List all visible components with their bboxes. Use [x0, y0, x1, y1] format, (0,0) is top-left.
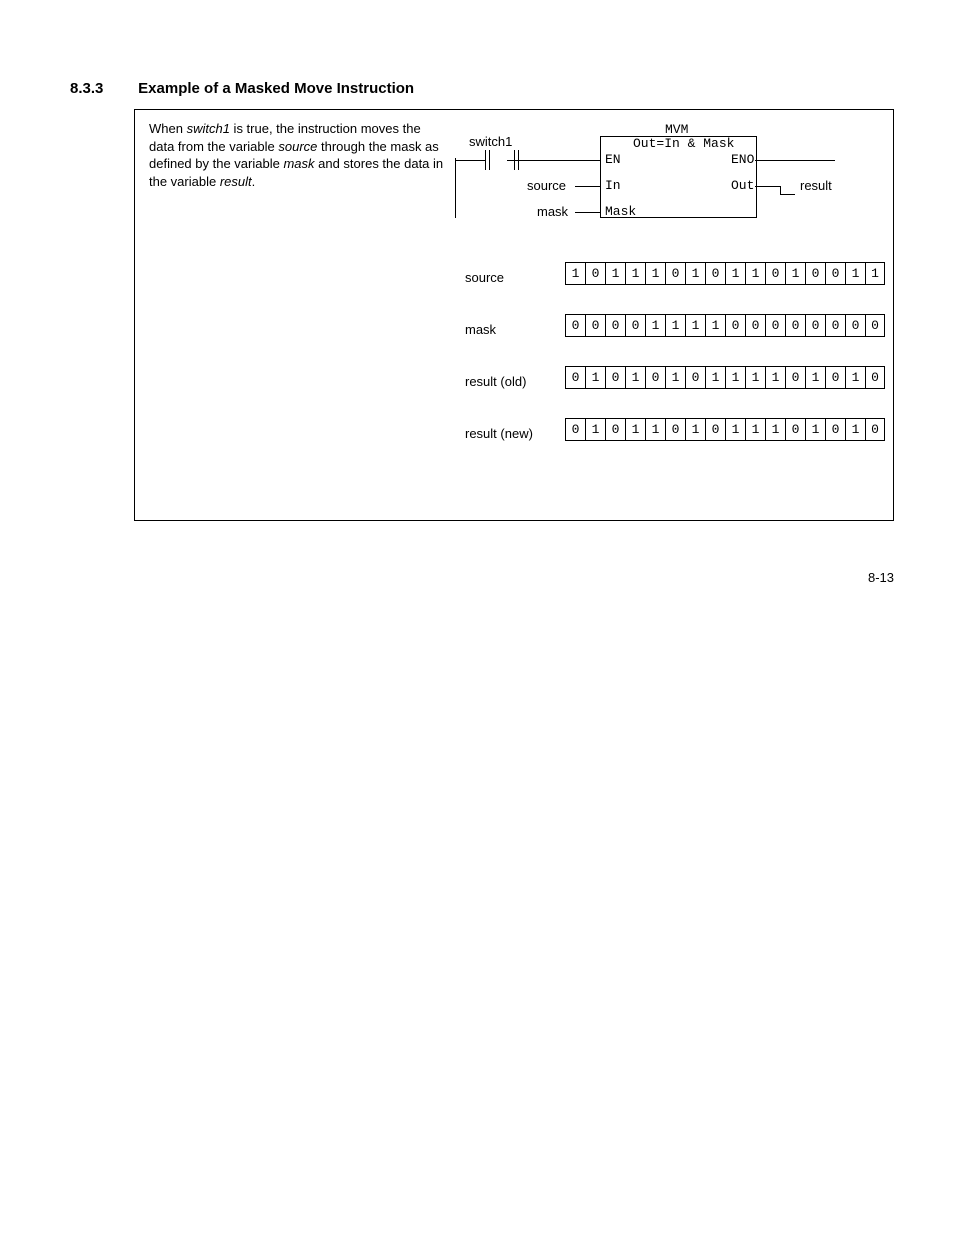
- wire-en: [507, 160, 600, 161]
- bit-cell: 1: [625, 418, 645, 441]
- bit-cell: 1: [645, 418, 665, 441]
- bit-cell: 1: [845, 418, 865, 441]
- bit-cell: 1: [745, 366, 765, 389]
- port-mask: Mask: [605, 204, 636, 219]
- section-title: Example of a Masked Move Instruction: [138, 80, 414, 97]
- bit-cell: 1: [745, 262, 765, 285]
- bit-cell: 0: [645, 366, 665, 389]
- wire-eno: [755, 160, 835, 161]
- bit-cell: 0: [665, 418, 685, 441]
- port-en: EN: [605, 152, 621, 167]
- bits-result-old: 0101010111101010: [565, 366, 885, 389]
- wire-out-h: [780, 194, 795, 195]
- bit-cell: 0: [565, 366, 585, 389]
- bit-cell: 0: [825, 418, 845, 441]
- bit-cell: 1: [645, 262, 665, 285]
- bit-cell: 1: [605, 262, 625, 285]
- bits-mask: 0000111100000000: [565, 314, 885, 337]
- bit-cell: 0: [785, 366, 805, 389]
- bits-result-new: 0101101011101010: [565, 418, 885, 441]
- bit-cell: 1: [565, 262, 585, 285]
- bit-cell: 0: [825, 366, 845, 389]
- wire-in: [575, 186, 600, 187]
- bit-cell: 1: [665, 314, 685, 337]
- wire-mask: [575, 212, 600, 213]
- bit-cell: 1: [705, 366, 725, 389]
- bit-cell: 0: [865, 366, 885, 389]
- bit-cell: 1: [685, 418, 705, 441]
- mvm-eq: Out=In & Mask: [633, 136, 734, 151]
- row-label-result-old: result (old): [465, 374, 526, 389]
- bit-cell: 0: [725, 314, 745, 337]
- bit-cell: 0: [665, 262, 685, 285]
- mask-label: mask: [537, 204, 568, 219]
- bit-cell: 1: [665, 366, 685, 389]
- bit-cell: 0: [745, 314, 765, 337]
- mvm-title: MVM: [665, 122, 688, 137]
- wire-left: [455, 160, 485, 161]
- port-out: Out: [731, 178, 754, 193]
- bit-cell: 1: [765, 418, 785, 441]
- port-in: In: [605, 178, 621, 193]
- page-number: 8-13: [868, 570, 894, 585]
- bit-cell: 1: [625, 262, 645, 285]
- source-label: source: [527, 178, 566, 193]
- bit-cell: 0: [585, 262, 605, 285]
- bit-cell: 0: [785, 314, 805, 337]
- bit-cell: 0: [565, 314, 585, 337]
- port-eno: ENO: [731, 152, 754, 167]
- bit-cell: 1: [745, 418, 765, 441]
- row-label-mask: mask: [465, 322, 496, 337]
- bit-cell: 1: [585, 366, 605, 389]
- bit-cell: 1: [845, 366, 865, 389]
- bit-cell: 1: [765, 366, 785, 389]
- ladder-diagram: MVM Out=In & Mask EN ENO In Out Mask swi…: [455, 122, 873, 508]
- bit-cell: 0: [585, 314, 605, 337]
- bit-cell: 0: [705, 262, 725, 285]
- bit-cell: 0: [865, 314, 885, 337]
- example-box: When switch1 is true, the instruction mo…: [134, 109, 894, 521]
- bit-cell: 0: [865, 418, 885, 441]
- wire-out: [755, 186, 780, 187]
- bit-cell: 0: [605, 418, 625, 441]
- bit-cell: 0: [825, 262, 845, 285]
- bit-cell: 1: [805, 418, 825, 441]
- bit-cell: 0: [705, 418, 725, 441]
- bit-cell: 1: [805, 366, 825, 389]
- bit-cell: 0: [765, 314, 785, 337]
- description-text: When switch1 is true, the instruction mo…: [149, 120, 449, 190]
- bit-cell: 1: [845, 262, 865, 285]
- bit-cell: 1: [685, 314, 705, 337]
- row-label-result-new: result (new): [465, 426, 533, 441]
- bit-cell: 0: [625, 314, 645, 337]
- bit-cell: 0: [765, 262, 785, 285]
- bit-cell: 0: [685, 366, 705, 389]
- bit-cell: 1: [585, 418, 605, 441]
- bit-cell: 1: [865, 262, 885, 285]
- bit-cell: 1: [705, 314, 725, 337]
- bit-cell: 0: [605, 314, 625, 337]
- switch1-label: switch1: [469, 134, 512, 149]
- bit-cell: 0: [805, 262, 825, 285]
- section-heading: 8.3.3 Example of a Masked Move Instructi…: [70, 80, 894, 97]
- bit-cell: 1: [785, 262, 805, 285]
- bit-cell: 1: [645, 314, 665, 337]
- bit-cell: 0: [825, 314, 845, 337]
- row-label-source: source: [465, 270, 504, 285]
- bits-source: 1011101011010011: [565, 262, 885, 285]
- bit-cell: 0: [605, 366, 625, 389]
- bit-cell: 0: [785, 418, 805, 441]
- section-number: 8.3.3: [70, 80, 134, 97]
- power-rail: [455, 158, 456, 218]
- bit-cell: 0: [565, 418, 585, 441]
- bit-cell: 1: [685, 262, 705, 285]
- bit-cell: 1: [725, 262, 745, 285]
- bit-cell: 1: [625, 366, 645, 389]
- bit-cell: 0: [805, 314, 825, 337]
- bit-cell: 0: [845, 314, 865, 337]
- bit-cell: 1: [725, 418, 745, 441]
- result-label: result: [800, 178, 832, 193]
- bit-cell: 1: [725, 366, 745, 389]
